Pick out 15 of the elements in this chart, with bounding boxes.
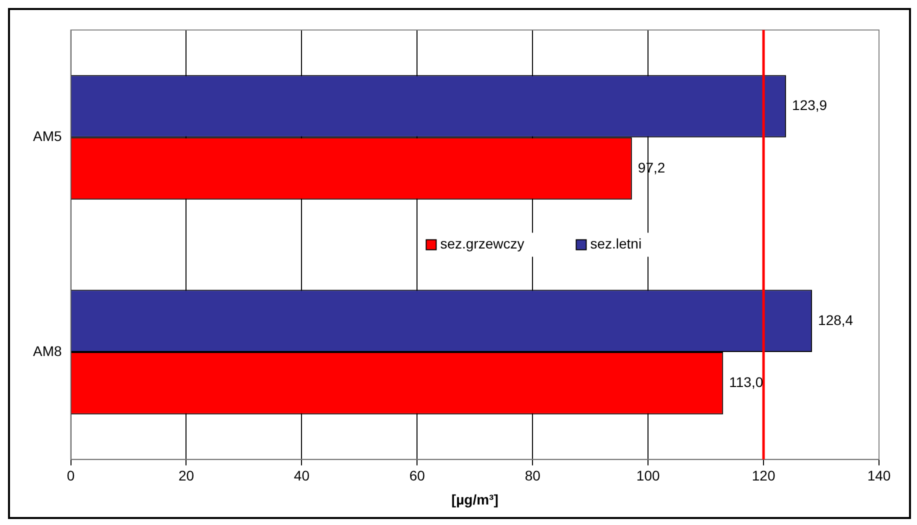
x-tick-label: 100 [636, 468, 660, 484]
x-tick-label: 120 [752, 468, 776, 484]
y-tick-label: AM8 [32, 342, 62, 359]
y-tick-label: AM5 [32, 128, 62, 144]
x-tick-label: 0 [66, 468, 75, 484]
x-tick-label: 60 [409, 468, 426, 484]
x-axis-title: [µg/m³] [451, 491, 498, 508]
x-tick-label: 40 [294, 468, 310, 484]
data-label: 128,4 [818, 312, 854, 328]
data-label: 123,9 [792, 97, 828, 114]
legend-label: sez.letni [590, 236, 642, 252]
legend-label: sez.grzewczy [440, 236, 524, 252]
x-tick-label: 20 [178, 468, 194, 484]
x-tick-label: 140 [867, 468, 891, 484]
x-tick-label: 80 [524, 468, 541, 484]
